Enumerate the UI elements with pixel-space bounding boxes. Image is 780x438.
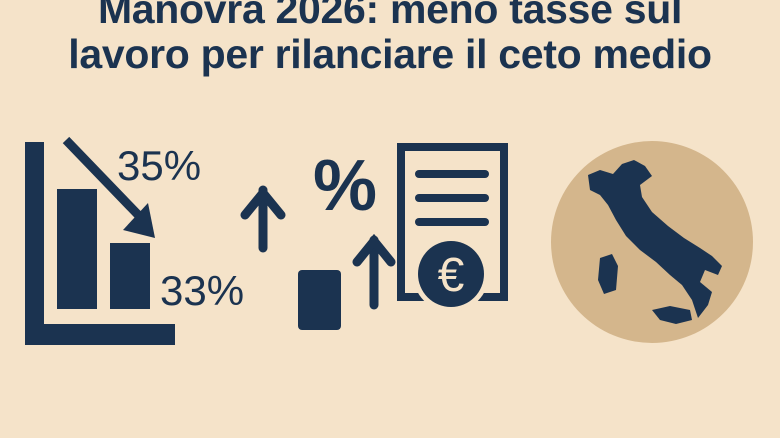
rate-after-label: 33%: [160, 267, 244, 314]
title-line-1: Manovra 2026: meno tasse sul: [97, 0, 683, 32]
euro-symbol: €: [438, 249, 465, 302]
page-title: Manovra 2026: meno tasse sul lavoro per …: [0, 0, 780, 77]
percent-icon: %: [313, 146, 377, 226]
tax-document-icon: €: [397, 143, 508, 312]
rate-before-label: 35%: [117, 142, 201, 189]
bar-chart-down-icon: [25, 136, 175, 345]
italy-map-icon: [551, 141, 753, 343]
title-line-2: lavoro per rilanciare il ceto medio: [68, 31, 712, 77]
arrow-up-icon: [240, 185, 396, 310]
euro-coin-icon: [418, 241, 484, 307]
block-icon: [298, 270, 341, 330]
